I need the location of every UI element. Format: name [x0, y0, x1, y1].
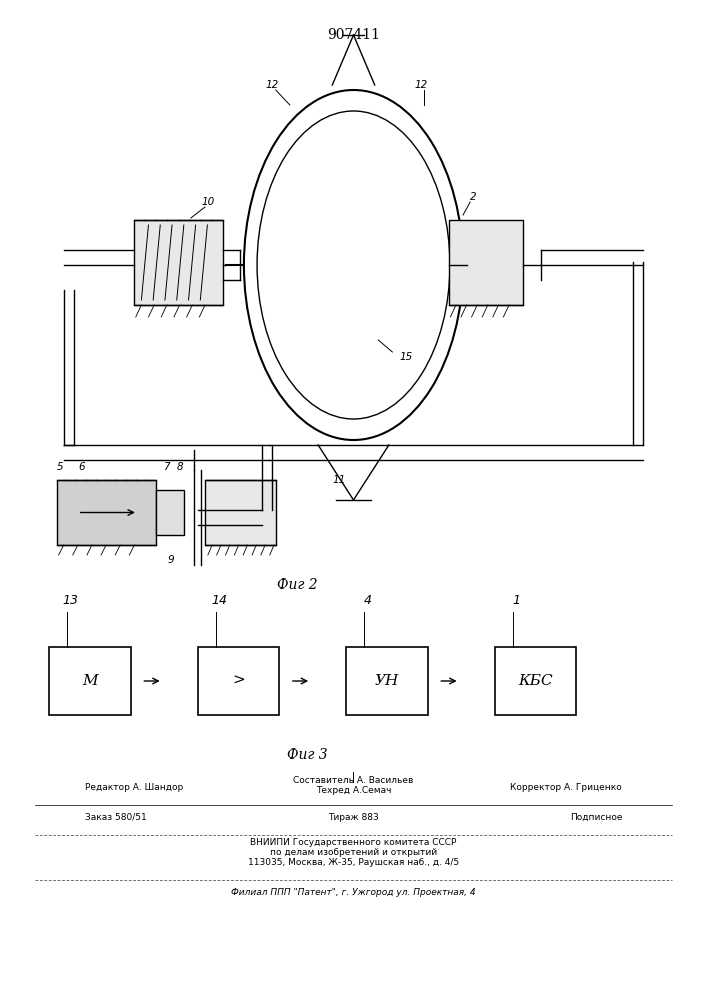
Text: 6: 6: [78, 462, 85, 472]
Bar: [134, 220, 223, 305]
Text: 13: 13: [63, 594, 78, 607]
Text: 8: 8: [177, 462, 184, 472]
Text: по делам изобретений и открытий: по делам изобретений и открытий: [270, 848, 437, 857]
Text: Корректор А. Гриценко: Корректор А. Гриценко: [510, 783, 622, 792]
Bar: [156, 490, 184, 535]
Text: Подписное: Подписное: [570, 813, 622, 822]
Text: 907411: 907411: [327, 28, 380, 42]
Bar: [495, 647, 576, 715]
Text: 9: 9: [168, 555, 175, 565]
Bar: [205, 480, 276, 545]
Text: Редактор А. Шандор: Редактор А. Шандор: [85, 783, 183, 792]
Text: 14: 14: [211, 594, 227, 607]
Text: Филиал ППП "Патент", г. Ужгород ул. Проектная, 4: Филиал ППП "Патент", г. Ужгород ул. Прое…: [231, 888, 476, 897]
Text: 1: 1: [512, 594, 520, 607]
Bar: [198, 647, 279, 715]
Text: ВНИИПИ Государственного комитета СССР: ВНИИПИ Государственного комитета СССР: [250, 838, 457, 847]
Bar: [346, 647, 428, 715]
Text: 113035, Москва, Ж-35, Раушская наб., д. 4/5: 113035, Москва, Ж-35, Раушская наб., д. …: [248, 858, 459, 867]
Text: 12: 12: [414, 80, 427, 90]
Text: 7: 7: [163, 462, 170, 472]
Text: Заказ 580/51: Заказ 580/51: [85, 813, 146, 822]
Text: Составитель А. Васильев: Составитель А. Васильев: [293, 776, 414, 785]
Text: 11: 11: [333, 475, 346, 485]
Text: 12: 12: [266, 80, 279, 90]
Text: КБС: КБС: [518, 674, 553, 688]
Bar: [449, 220, 523, 305]
Text: Техред А.Семач: Техред А.Семач: [316, 786, 391, 795]
Text: Тираж 883: Тираж 883: [328, 813, 379, 822]
Text: 5: 5: [57, 462, 64, 472]
Text: М: М: [82, 674, 98, 688]
Text: УН: УН: [375, 674, 399, 688]
Text: 10: 10: [202, 197, 215, 207]
Text: Фиг 3: Фиг 3: [287, 748, 328, 762]
Text: 15: 15: [400, 352, 413, 362]
Bar: [57, 480, 156, 545]
Bar: [49, 647, 131, 715]
Text: Фиг 2: Фиг 2: [276, 578, 317, 592]
Text: >: >: [232, 674, 245, 688]
Text: 4: 4: [363, 594, 372, 607]
Text: 2: 2: [470, 192, 477, 202]
